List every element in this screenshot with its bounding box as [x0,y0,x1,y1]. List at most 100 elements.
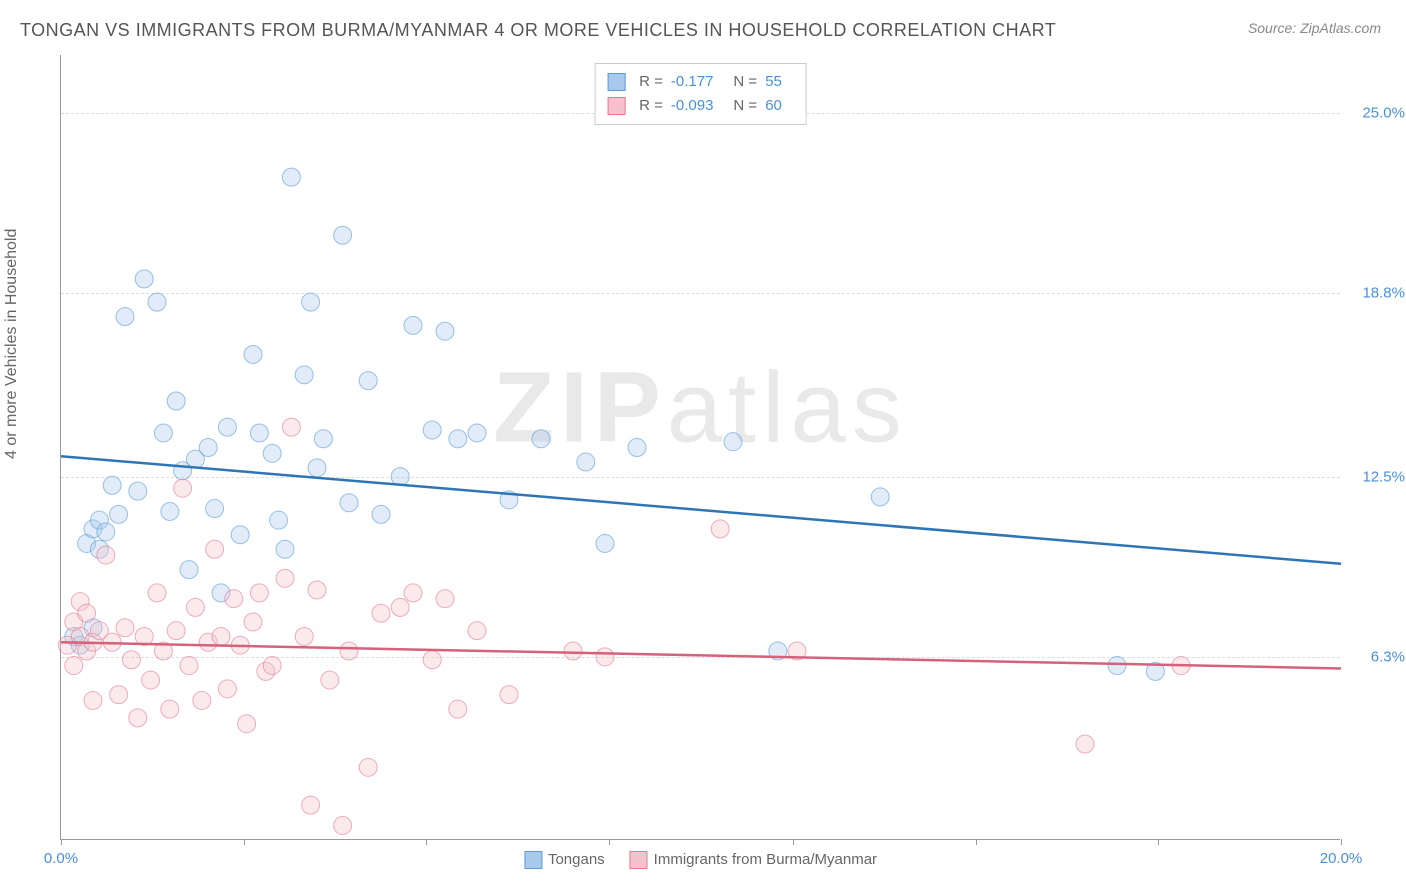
data-point [532,430,550,448]
data-point [871,488,889,506]
x-tick [609,839,610,845]
data-point [225,590,243,608]
data-point [1076,735,1094,753]
data-point [359,372,377,390]
data-point [167,622,185,640]
data-point [161,700,179,718]
data-point [314,430,332,448]
data-point [334,816,352,834]
data-point [238,715,256,733]
data-point [263,444,281,462]
data-point [500,686,518,704]
stats-row: R = -0.093 N = 60 [607,94,794,118]
n-value: 55 [765,70,782,94]
data-point [295,366,313,384]
data-point [167,392,185,410]
data-point [148,584,166,602]
data-point [295,627,313,645]
data-point [340,494,358,512]
data-point [154,424,172,442]
n-value: 60 [765,94,782,118]
data-point [577,453,595,471]
legend-swatch [630,851,648,869]
data-point [206,500,224,518]
data-point [449,700,467,718]
data-point [282,418,300,436]
data-point [404,584,422,602]
data-point [263,657,281,675]
data-point [116,619,134,637]
data-point [186,598,204,616]
scatter-svg [61,55,1340,839]
data-point [372,604,390,622]
data-point [282,168,300,186]
data-point [116,308,134,326]
data-point [206,540,224,558]
data-point [231,526,249,544]
data-point [110,505,128,523]
x-tick [976,839,977,845]
r-value: -0.093 [671,94,714,118]
r-value: -0.177 [671,70,714,94]
legend-item: Immigrants from Burma/Myanmar [630,851,877,869]
data-point [302,293,320,311]
data-point [250,584,268,602]
data-point [724,433,742,451]
data-point [596,648,614,666]
data-point [391,598,409,616]
data-point [436,590,454,608]
legend-swatch [524,851,542,869]
stats-legend: R = -0.177 N = 55R = -0.093 N = 60 [594,63,807,125]
data-point [135,270,153,288]
data-point [97,523,115,541]
legend-item: Tongans [524,851,605,869]
x-tick-label: 20.0% [1320,850,1363,867]
y-tick-label: 6.3% [1371,648,1405,665]
plot-area: ZIPatlas 6.3%12.5%18.8%25.0% 0.0%20.0% R… [60,55,1340,840]
r-label: R = [639,70,663,94]
data-point [218,418,236,436]
y-tick-label: 18.8% [1362,285,1405,302]
data-point [711,520,729,538]
legend-label: Immigrants from Burma/Myanmar [654,851,877,868]
data-point [244,613,262,631]
x-tick [61,839,62,845]
x-tick [1341,839,1342,845]
series-legend: Tongans Immigrants from Burma/Myanmar [524,851,877,869]
legend-swatch [607,73,625,91]
data-point [436,322,454,340]
data-point [308,459,326,477]
r-label: R = [639,94,663,118]
data-point [193,691,211,709]
legend-label: Tongans [548,851,605,868]
data-point [148,293,166,311]
data-point [340,642,358,660]
data-point [218,680,236,698]
data-point [122,651,140,669]
chart-container: TONGAN VS IMMIGRANTS FROM BURMA/MYANMAR … [0,0,1406,892]
data-point [174,479,192,497]
data-point [1108,657,1126,675]
data-point [270,511,288,529]
data-point [391,468,409,486]
source-attribution: Source: ZipAtlas.com [1248,20,1381,36]
data-point [110,686,128,704]
trend-line [61,456,1341,564]
data-point [142,671,160,689]
data-point [180,561,198,579]
data-point [334,226,352,244]
data-point [103,476,121,494]
data-point [250,424,268,442]
trend-line [61,642,1341,668]
n-label: N = [733,94,757,118]
data-point [359,758,377,776]
data-point [372,505,390,523]
data-point [423,421,441,439]
data-point [199,439,217,457]
data-point [468,424,486,442]
data-point [321,671,339,689]
x-tick-label: 0.0% [44,850,78,867]
data-point [84,691,102,709]
x-tick [244,839,245,845]
data-point [244,345,262,363]
